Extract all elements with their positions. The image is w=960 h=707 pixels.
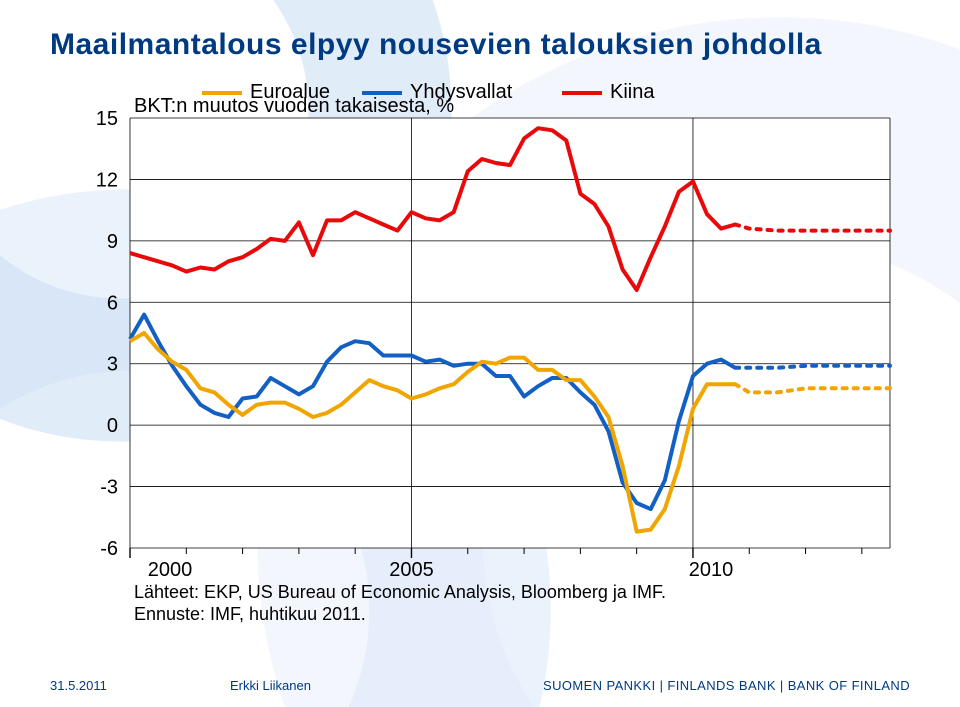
footer-date: 31.5.2011: [50, 678, 107, 693]
chart-container: -6-303691215200020052010EuroalueYhdysval…: [50, 68, 910, 628]
svg-text:-3: -3: [100, 477, 118, 499]
svg-text:Kiina: Kiina: [610, 81, 655, 103]
svg-text:-6: -6: [100, 538, 118, 560]
svg-text:2000: 2000: [148, 559, 193, 581]
footer-author: Erkki Liikanen: [230, 678, 311, 693]
svg-text:3: 3: [107, 354, 118, 376]
svg-text:0: 0: [107, 415, 118, 437]
svg-text:Lähteet: EKP, US Bureau of Eco: Lähteet: EKP, US Bureau of Economic Anal…: [134, 582, 666, 602]
svg-text:2010: 2010: [689, 559, 734, 581]
svg-text:15: 15: [96, 108, 118, 130]
svg-text:9: 9: [107, 231, 118, 253]
svg-text:6: 6: [107, 292, 118, 314]
svg-text:12: 12: [96, 169, 118, 191]
slide-title: Maailmantalous elpyy nousevien talouksie…: [50, 28, 910, 62]
footer: 31.5.2011 Erkki Liikanen SUOMEN PANKKI |…: [0, 678, 960, 693]
svg-text:2005: 2005: [389, 559, 434, 581]
footer-org: SUOMEN PANKKI | FINLANDS BANK | BANK OF …: [543, 678, 910, 693]
svg-text:23396 @Chart7: 23396 @Chart7: [134, 627, 219, 628]
svg-text:Ennuste: IMF, huhtikuu 2011.: Ennuste: IMF, huhtikuu 2011.: [134, 604, 366, 624]
svg-text:BKT:n muutos vuoden takaisesta: BKT:n muutos vuoden takaisesta, %: [134, 95, 454, 117]
